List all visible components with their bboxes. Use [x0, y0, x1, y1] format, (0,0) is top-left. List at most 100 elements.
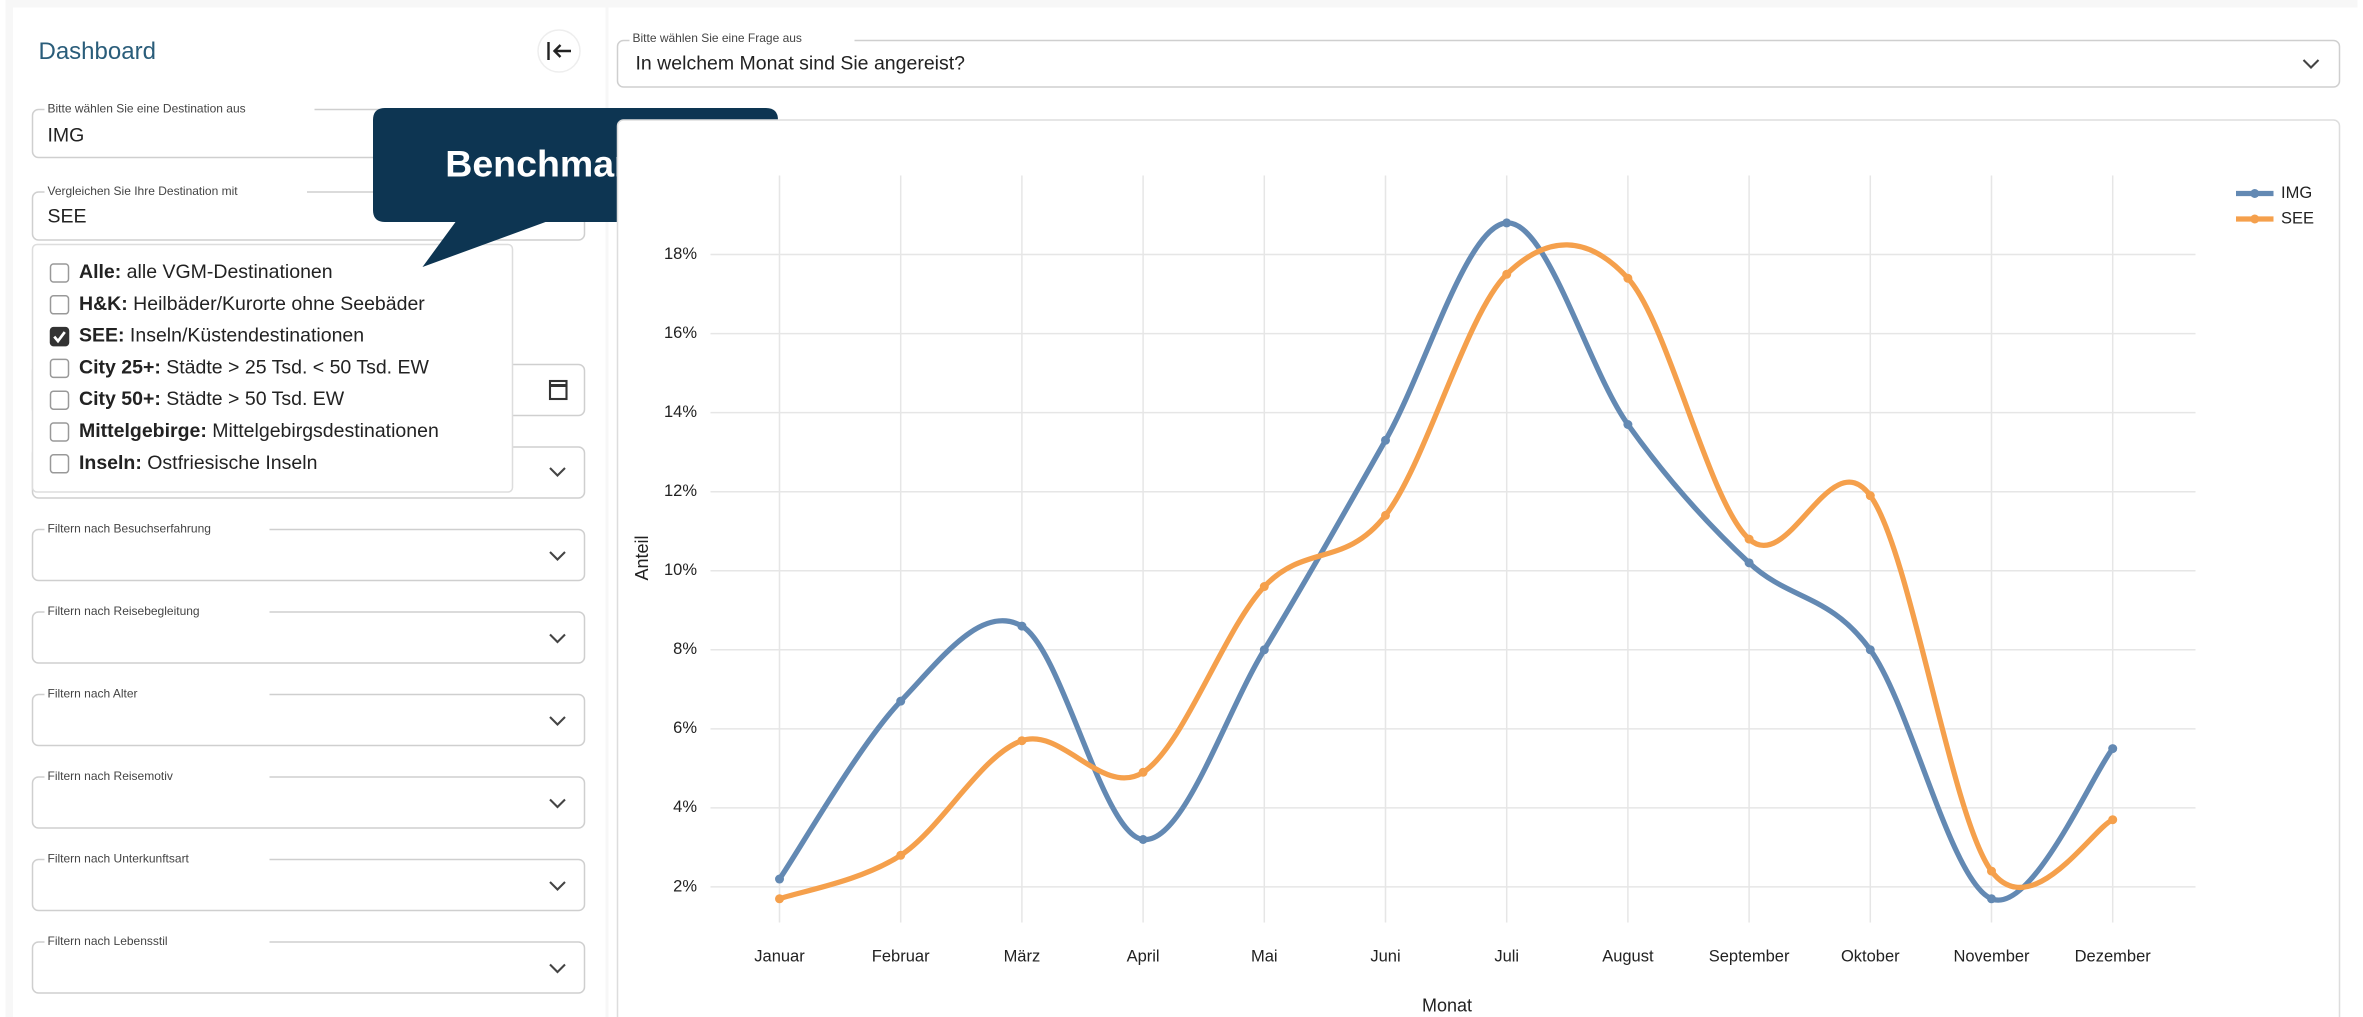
- filter-field[interactable]: [31, 941, 586, 994]
- label-bg: [629, 33, 855, 45]
- data-point: [1744, 534, 1754, 544]
- label-bg: [44, 523, 270, 536]
- chevron: [549, 798, 566, 809]
- option-name: SEE:: [79, 325, 125, 347]
- checkbox[interactable]: [49, 390, 70, 410]
- y-tick-label: 14%: [664, 403, 697, 421]
- y-tick-label: 6%: [673, 719, 697, 737]
- data-point: [1502, 269, 1512, 279]
- data-point: [1259, 645, 1269, 655]
- filter-label: Filtern nach Reisemotiv: [48, 769, 173, 783]
- chevron: [549, 881, 566, 891]
- filter-field[interactable]: [31, 693, 586, 747]
- chevron: [549, 716, 566, 726]
- data-point: [1987, 894, 1996, 904]
- dropdown-panel: [31, 243, 514, 493]
- data-point: [1017, 621, 1027, 631]
- chevron: [549, 551, 566, 561]
- option-text: City 25+: Städte > 25 Tsd. < 50 Tsd. EW: [79, 357, 430, 379]
- option-name: Alle:: [79, 261, 121, 283]
- option-text: Mittelgebirge: Mittelgebirgsdestinatione…: [79, 420, 439, 442]
- y-tick-label: 18%: [664, 245, 697, 263]
- data-point: [1017, 736, 1027, 746]
- option-desc: Mittelgebirgsdestinationen: [207, 420, 439, 442]
- chart-panel: [616, 119, 2341, 1017]
- option-desc: Ostfriesische Inseln: [142, 452, 318, 474]
- destination-value: IMG: [48, 125, 85, 147]
- x-tick-label: April: [1127, 947, 1160, 965]
- checkmark: [53, 331, 66, 344]
- data-point: [1865, 491, 1875, 501]
- question-value: In welchem Monat sind Sie angereist?: [636, 53, 966, 75]
- option-name: Mittelgebirge:: [79, 420, 207, 442]
- destination-label: Bitte wählen Sie eine Destination aus: [48, 102, 246, 116]
- option-text: City 50+: Städte > 50 Tsd. EW: [79, 388, 345, 410]
- label-bg: [44, 606, 270, 618]
- filter-label: Filtern nach Unterkunftsart: [48, 852, 190, 866]
- label-bg: [44, 853, 270, 866]
- option-name: Inseln:: [79, 452, 142, 474]
- data-point: [1623, 273, 1633, 283]
- question-field[interactable]: [616, 39, 2341, 88]
- options: Alle: alle VGM-Destinationen H&K: Heilbäd…: [49, 261, 439, 474]
- legend-dot: [2250, 214, 2260, 224]
- filter-field[interactable]: [31, 528, 586, 582]
- checkbox[interactable]: [49, 295, 70, 315]
- data-point: [1381, 510, 1390, 520]
- x-tick-label: November: [1953, 947, 2030, 965]
- y-tick-label: 8%: [673, 640, 697, 658]
- x-tick-label: August: [1602, 947, 1654, 965]
- x-tick-label: März: [1004, 947, 1041, 965]
- legend-dot: [2250, 189, 2260, 198]
- label-bg: [44, 771, 270, 783]
- data-point: [1138, 767, 1148, 777]
- data-point: [2108, 815, 2118, 825]
- chevron: [549, 633, 566, 644]
- y-tick-label: 10%: [664, 561, 697, 579]
- data-point: [1138, 835, 1148, 844]
- y-tick-label: 12%: [664, 482, 697, 500]
- option-desc: Heilbäder/Kurorte ohne Seebäder: [128, 293, 426, 315]
- label-bg: [44, 186, 307, 198]
- filter-field[interactable]: [31, 611, 586, 664]
- x-tick-label: Januar: [754, 947, 805, 965]
- option-desc: alle VGM-Destinationen: [121, 261, 332, 283]
- label-bg: [44, 688, 270, 701]
- option-text: Inseln: Ostfriesische Inseln: [79, 452, 317, 474]
- filter-field[interactable]: [31, 776, 586, 829]
- data-point: [1744, 558, 1754, 568]
- filter-field[interactable]: [31, 858, 586, 912]
- checkbox[interactable]: [49, 263, 70, 283]
- x-tick-label: Februar: [872, 947, 930, 965]
- data-point: [1259, 582, 1269, 592]
- checkbox[interactable]: [49, 454, 70, 474]
- checkbox[interactable]: [49, 422, 70, 442]
- option-name: H&K:: [79, 293, 128, 315]
- data-point: [1987, 866, 1996, 876]
- chevron: [549, 963, 566, 974]
- chevron: [549, 467, 566, 477]
- option-desc: Städte > 25 Tsd. < 50 Tsd. EW: [161, 357, 430, 379]
- data-point: [1623, 420, 1633, 429]
- filter-label: Filtern nach Besuchserfahrung: [48, 522, 211, 536]
- calendar-icon: [548, 379, 568, 401]
- legend-label: SEE: [2281, 209, 2314, 227]
- y-tick-label: 16%: [664, 324, 697, 342]
- legend-label: IMG: [2281, 184, 2312, 202]
- compare-value: SEE: [48, 206, 87, 228]
- data-point: [2108, 744, 2118, 754]
- y-tick-label: 4%: [673, 798, 697, 816]
- checkbox[interactable]: [49, 326, 70, 347]
- y-axis-label: Anteil: [632, 535, 652, 580]
- collapse-button[interactable]: [537, 29, 581, 73]
- option-desc: Städte > 50 Tsd. EW: [161, 388, 345, 410]
- data-point: [896, 696, 906, 706]
- checkbox[interactable]: [49, 358, 70, 379]
- option-text: Alle: alle VGM-Destinationen: [79, 261, 333, 283]
- x-tick-label: Dezember: [2075, 947, 2152, 965]
- question-label: Bitte wählen Sie eine Frage aus: [633, 31, 802, 45]
- filters: Filtern nach Besuchserfahrung Filtern nac…: [31, 522, 586, 994]
- data-point: [775, 874, 784, 884]
